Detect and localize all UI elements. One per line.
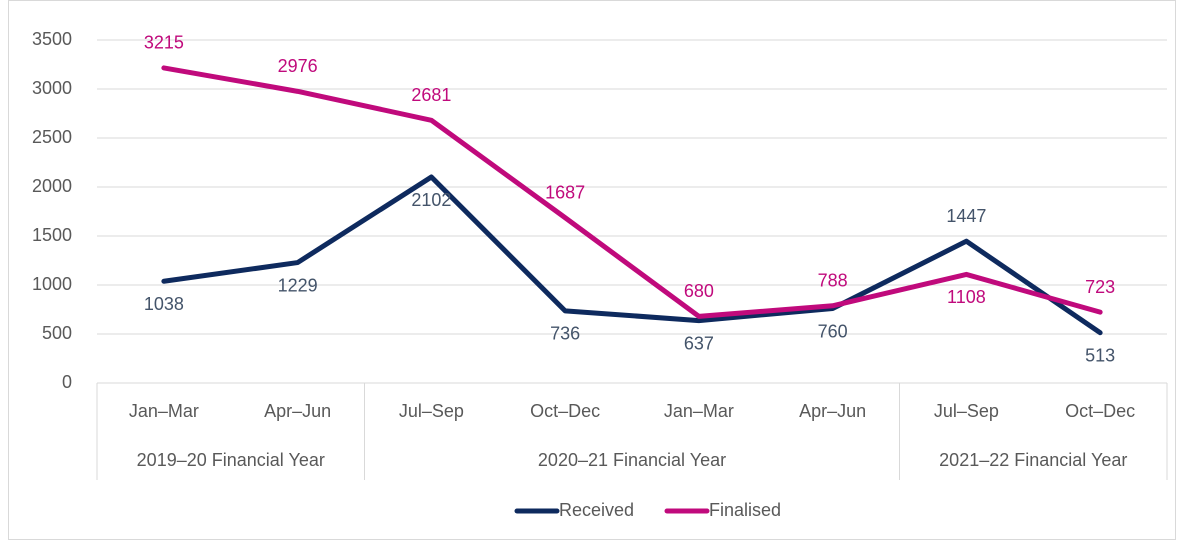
data-label: 788 xyxy=(818,271,848,291)
data-label: 513 xyxy=(1085,345,1115,365)
data-label: 1038 xyxy=(144,294,184,314)
y-tick-label: 0 xyxy=(62,372,72,392)
x-tick-label: Apr–Jun xyxy=(799,401,866,421)
data-label: 736 xyxy=(550,324,580,344)
group-label: 2019–20 Financial Year xyxy=(137,450,325,470)
data-label: 1447 xyxy=(946,206,986,226)
data-label: 637 xyxy=(684,333,714,353)
data-label: 680 xyxy=(684,281,714,301)
x-tick-label: Jan–Mar xyxy=(664,401,734,421)
legend-label: Received xyxy=(559,500,634,520)
y-tick-label: 500 xyxy=(42,323,72,343)
data-label: 1108 xyxy=(947,287,986,307)
data-label: 2976 xyxy=(278,56,318,76)
y-tick-label: 3000 xyxy=(32,78,72,98)
series-line xyxy=(161,65,1103,319)
x-tick-label: Jul–Sep xyxy=(399,401,464,421)
x-tick-label: Oct–Dec xyxy=(1065,401,1135,421)
x-tick-label: Jan–Mar xyxy=(129,401,199,421)
data-label: 1229 xyxy=(278,275,318,295)
chart-frame xyxy=(8,0,1176,540)
x-tick-label: Oct–Dec xyxy=(530,401,600,421)
data-label: 760 xyxy=(818,321,848,341)
data-label: 723 xyxy=(1085,277,1115,297)
group-label: 2020–21 Financial Year xyxy=(538,450,726,470)
y-tick-label: 1500 xyxy=(32,225,72,245)
y-tick-label: 2500 xyxy=(32,127,72,147)
series-line xyxy=(161,174,1103,336)
legend-label: Finalised xyxy=(709,500,781,520)
x-tick-label: Apr–Jun xyxy=(264,401,331,421)
data-label: 2681 xyxy=(411,85,451,105)
y-tick-label: 1000 xyxy=(32,274,72,294)
group-label: 2021–22 Financial Year xyxy=(939,450,1127,470)
data-label: 2102 xyxy=(411,190,451,210)
data-label: 3215 xyxy=(144,33,184,53)
data-label: 1687 xyxy=(545,182,585,202)
y-tick-label: 3500 xyxy=(32,29,72,49)
y-tick-label: 2000 xyxy=(32,176,72,196)
x-tick-label: Jul–Sep xyxy=(934,401,999,421)
